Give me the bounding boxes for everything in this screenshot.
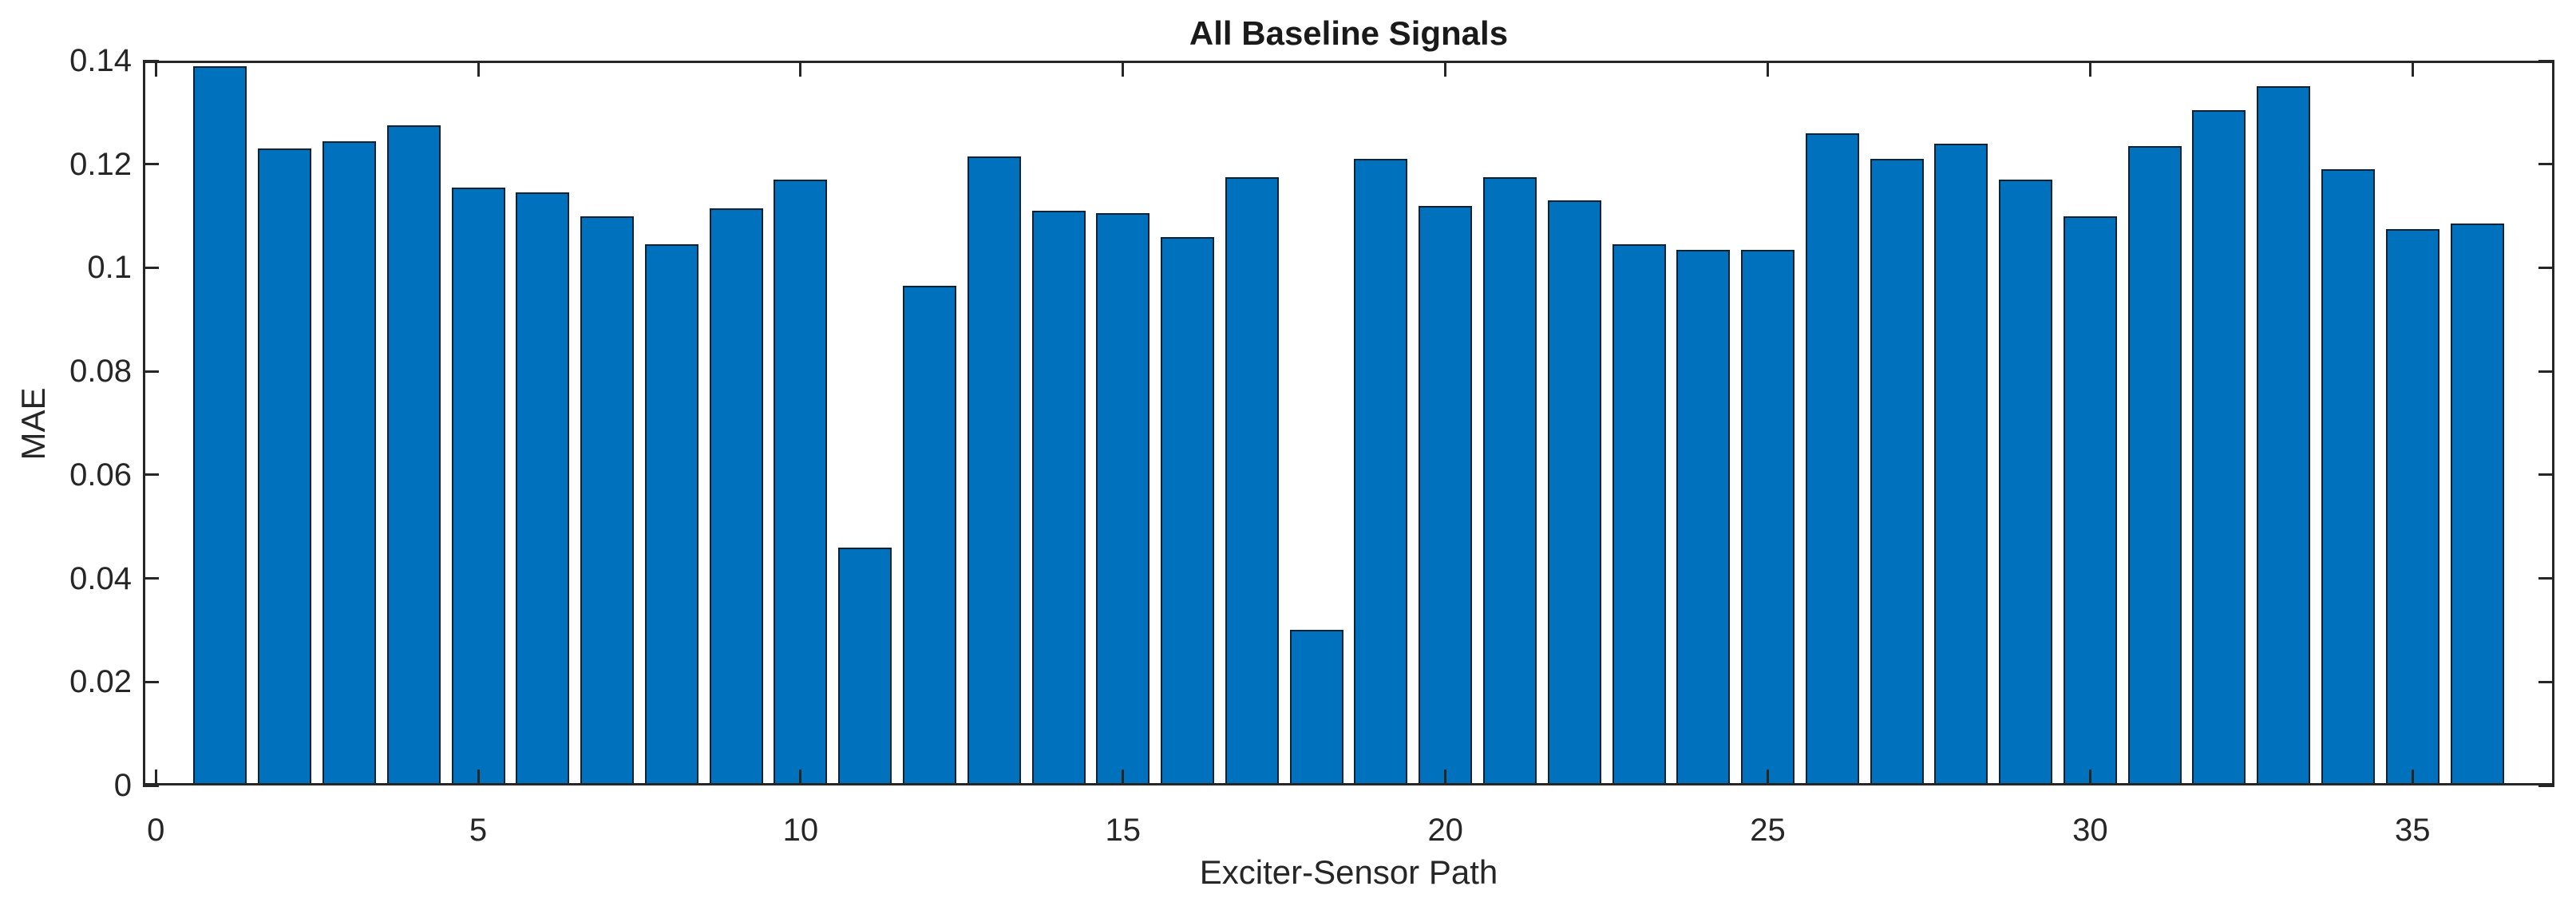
y-tick-label: 0.04 xyxy=(69,560,132,596)
bar xyxy=(2450,224,2504,785)
x-tick-label: 0 xyxy=(147,813,165,848)
bar xyxy=(1741,249,1794,785)
bar xyxy=(1225,176,1279,785)
bar xyxy=(1161,236,1214,785)
y-tick-mark xyxy=(2538,784,2554,787)
bar xyxy=(2257,86,2311,785)
x-tick-label: 30 xyxy=(2072,813,2108,848)
axis-top-border xyxy=(143,61,2554,63)
bar xyxy=(1096,213,1150,785)
axis-right-border xyxy=(2552,61,2554,785)
y-tick-mark xyxy=(2538,266,2554,269)
bar xyxy=(193,65,247,785)
x-tick-mark xyxy=(154,61,157,77)
x-tick-mark xyxy=(1444,61,1447,77)
y-tick-mark xyxy=(2538,473,2554,477)
bar xyxy=(1934,143,1988,785)
y-tick-mark xyxy=(2538,370,2554,373)
bar xyxy=(516,192,570,785)
y-tick-label: 0 xyxy=(113,768,132,803)
bar xyxy=(774,180,828,785)
y-axis-label: MAE xyxy=(14,387,52,461)
y-tick-mark xyxy=(143,577,159,580)
x-tick-label: 25 xyxy=(1750,813,1786,848)
bar xyxy=(1547,200,1601,785)
y-tick-mark xyxy=(143,370,159,373)
x-tick-mark xyxy=(799,61,802,77)
x-tick-mark xyxy=(2088,61,2091,77)
bar xyxy=(1482,176,1537,785)
x-tick-mark xyxy=(1767,770,1769,785)
bar xyxy=(967,156,1021,785)
bar xyxy=(1289,630,1343,785)
bar xyxy=(838,547,892,785)
y-tick-mark xyxy=(2538,680,2554,683)
x-tick-mark xyxy=(1444,770,1447,785)
x-tick-label: 35 xyxy=(2395,813,2431,848)
bar xyxy=(1676,249,1731,785)
bar xyxy=(1031,211,1086,785)
bar xyxy=(580,216,635,785)
x-tick-mark xyxy=(477,770,480,785)
bar xyxy=(1612,244,1666,785)
bar xyxy=(1999,180,2053,785)
chart-title: All Baseline Signals xyxy=(1189,14,1509,52)
bar xyxy=(644,244,698,785)
x-tick-mark xyxy=(1767,61,1769,77)
x-tick-label: 20 xyxy=(1427,813,1463,848)
x-tick-mark xyxy=(2411,770,2414,785)
y-tick-label: 0.12 xyxy=(69,146,132,182)
x-tick-mark xyxy=(1122,61,1125,77)
bar xyxy=(2192,109,2246,785)
bar xyxy=(258,148,312,785)
y-tick-mark xyxy=(143,163,159,166)
x-tick-mark xyxy=(154,770,157,785)
axis-left-border xyxy=(143,61,145,785)
y-tick-label: 0.14 xyxy=(69,43,132,78)
x-tick-label: 10 xyxy=(782,813,819,848)
y-tick-label: 0.1 xyxy=(87,250,132,286)
y-tick-mark xyxy=(143,473,159,477)
bar xyxy=(1805,133,1859,785)
bar xyxy=(2063,216,2117,785)
y-tick-label: 0.08 xyxy=(69,354,132,390)
x-tick-mark xyxy=(2088,770,2091,785)
y-tick-label: 0.02 xyxy=(69,664,132,700)
bar xyxy=(2385,228,2439,785)
bar xyxy=(2321,169,2375,785)
x-tick-mark xyxy=(477,61,480,77)
bar xyxy=(1419,205,1473,785)
bar xyxy=(2127,146,2182,785)
bar xyxy=(709,208,763,785)
x-axis-label: Exciter-Sensor Path xyxy=(1199,853,1498,891)
bar xyxy=(1870,159,1924,785)
y-tick-mark xyxy=(143,680,159,683)
x-tick-mark xyxy=(1122,770,1125,785)
plot-area xyxy=(143,59,2554,787)
y-tick-label: 0.06 xyxy=(69,457,132,493)
x-tick-mark xyxy=(2411,61,2414,77)
bar xyxy=(322,140,376,785)
x-tick-label: 5 xyxy=(469,813,488,848)
bar xyxy=(451,187,505,785)
axis-bottom-border xyxy=(143,783,2554,785)
y-tick-mark xyxy=(143,266,159,269)
bar xyxy=(1354,159,1408,785)
y-tick-mark xyxy=(143,784,159,787)
x-tick-mark xyxy=(799,770,802,785)
y-tick-mark xyxy=(2538,163,2554,166)
bar xyxy=(902,286,956,785)
bar xyxy=(386,125,441,785)
x-tick-label: 15 xyxy=(1105,813,1142,848)
y-tick-mark xyxy=(2538,577,2554,580)
